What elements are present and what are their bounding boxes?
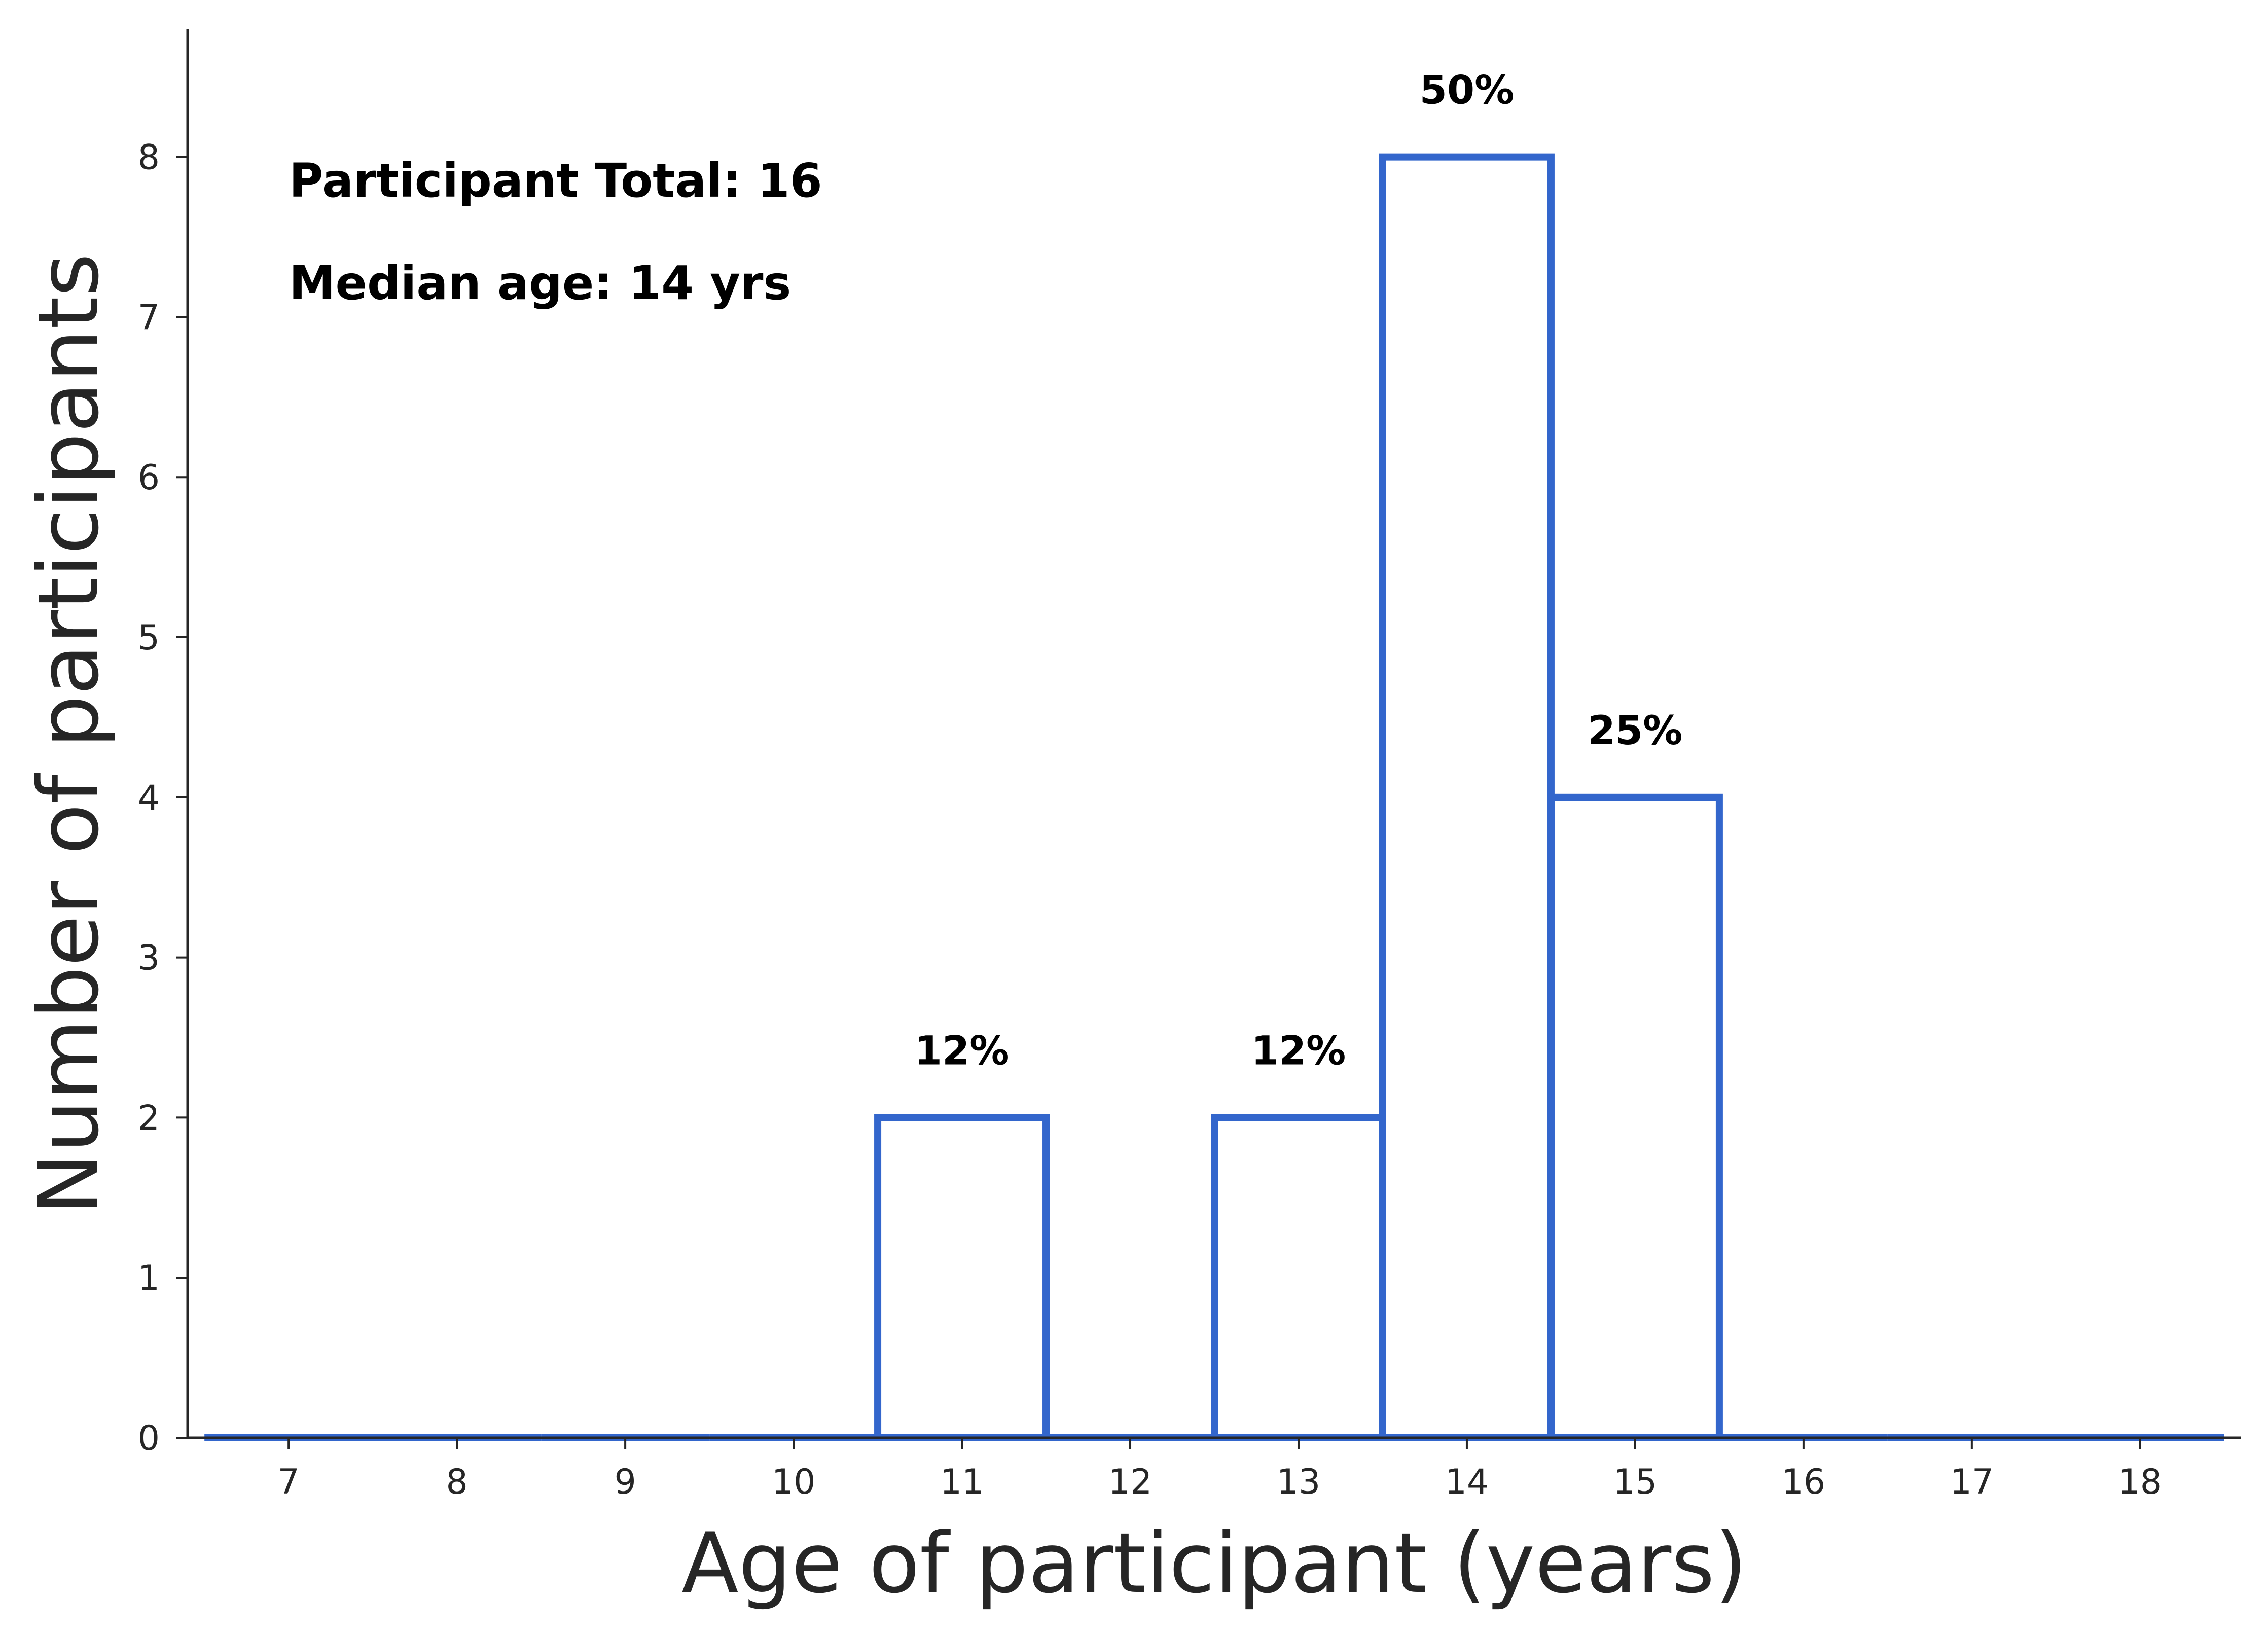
participant-total-annotation: Participant Total: 16: [289, 154, 822, 208]
y-tick-label: 7: [138, 298, 160, 338]
y-tick-label: 6: [138, 458, 160, 498]
x-tick-label: 17: [1950, 1462, 1994, 1502]
x-tick-label: 13: [1277, 1462, 1321, 1502]
x-tick-label: 10: [772, 1462, 816, 1502]
median-age-annotation: Median age: 14 yrs: [289, 256, 791, 310]
y-tick-label: 4: [138, 778, 160, 818]
x-tick-label: 15: [1613, 1462, 1658, 1502]
y-tick-label: 2: [138, 1098, 160, 1138]
x-tick-label: 7: [278, 1462, 300, 1502]
x-axis-ticks: 7 8 9 10 11 12 13 14 15 16 17 18: [278, 1438, 2163, 1502]
x-tick-label: 16: [1782, 1462, 1826, 1502]
bar-label: 12%: [1251, 1028, 1346, 1074]
x-tick-label: 18: [2118, 1462, 2163, 1502]
y-tick-label: 8: [138, 138, 160, 178]
x-tick-label: 14: [1445, 1462, 1489, 1502]
y-tick-label: 0: [138, 1419, 160, 1459]
y-tick-label: 3: [138, 938, 160, 978]
y-tick-label: 5: [138, 618, 160, 658]
bar-label: 12%: [915, 1028, 1010, 1074]
x-tick-label: 8: [446, 1462, 468, 1502]
y-axis-ticks: 0 1 2 3 4 5 6 7 8: [138, 138, 188, 1459]
x-tick-label: 12: [1108, 1462, 1153, 1502]
x-tick-label: 9: [614, 1462, 636, 1502]
bar-label: 50%: [1420, 68, 1515, 114]
x-tick-label: 11: [940, 1462, 984, 1502]
y-axis-title: Number of participants: [20, 253, 117, 1215]
y-tick-label: 1: [138, 1258, 160, 1298]
bar-label: 25%: [1588, 708, 1683, 754]
x-axis-title: Age of participant (years): [681, 1515, 1747, 1612]
